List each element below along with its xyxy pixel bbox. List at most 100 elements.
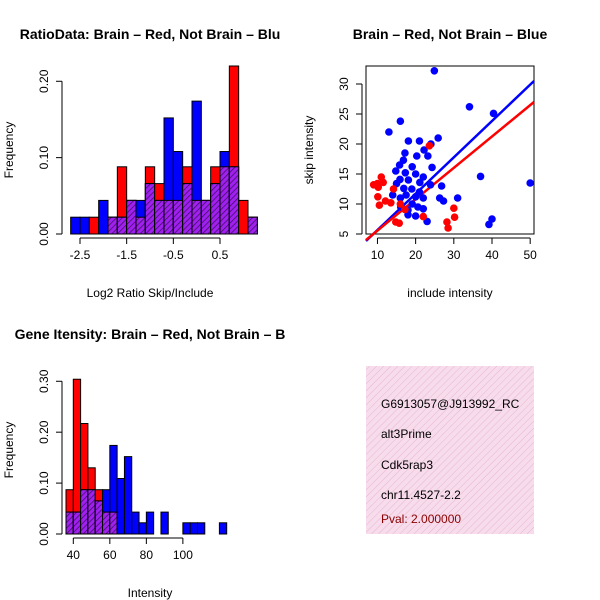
intensity-histogram-bar-not-brain: [160, 511, 169, 535]
intensity-histogram-bar-overlap-hatch: [73, 512, 81, 534]
scatter-point-blue: [415, 137, 424, 145]
ratio-histogram-y-tick-label: 0.20: [37, 69, 51, 93]
ratio-histogram-x-tick-label: -0.5: [163, 248, 184, 262]
scatter-point-blue: [419, 205, 428, 213]
ratio-histogram-bar-overlap-hatch: [136, 217, 146, 234]
scatter-x-tick-label: 50: [524, 248, 538, 262]
intensity-histogram-bar-overlap-hatch: [66, 512, 74, 534]
intensity-histogram-x-tick-label: 40: [67, 548, 81, 562]
scatter-point-red: [444, 224, 452, 232]
scatter-point-blue: [401, 149, 409, 157]
scatter-point-red: [419, 212, 428, 221]
ratio-histogram-bar-overlap-hatch: [126, 200, 136, 234]
event-type: alt3Prime: [381, 427, 432, 441]
intensity-histogram-bars: [65, 378, 228, 535]
intensity-scatter: Brain – Red, Not Brain – Blue include in…: [302, 26, 547, 300]
p-value: Pval: 2.000000: [381, 512, 461, 526]
intensity-histogram-bar-overlap-hatch: [87, 489, 96, 534]
intensity-histogram-bar-not-brain: [196, 522, 206, 535]
scatter-point-red: [374, 183, 383, 191]
intensity-histogram-y-tick-label: 0.30: [37, 369, 51, 393]
intensity-histogram-x-tick-label: 60: [103, 548, 117, 562]
ratio-histogram-bar-overlap-hatch: [173, 200, 183, 234]
scatter-point-blue: [419, 173, 428, 181]
intensity-histogram-ylabel: Frequency: [2, 422, 16, 479]
scatter-point-red: [396, 200, 405, 208]
ratio-histogram-xlabel: Log2 Ratio Skip/Include: [87, 286, 214, 300]
scatter-point-blue: [402, 191, 410, 199]
ratio-histogram-bar-brain: [88, 216, 100, 235]
scatter-point-blue: [419, 194, 428, 202]
scatter-point-red: [387, 199, 395, 207]
ratio-histogram: RatioData: Brain – Red, Not Brain – Blu …: [2, 26, 280, 300]
scatter-point-blue: [388, 191, 397, 199]
scatter-point-blue: [465, 103, 474, 111]
intensity-histogram-bar-not-brain: [182, 522, 191, 535]
scatter-point-blue: [437, 182, 446, 190]
scatter-point-blue: [408, 163, 417, 171]
event-id: G6913057@J913992_RC: [381, 397, 520, 411]
scatter-y-tick-label: 5: [337, 230, 351, 237]
intensity-histogram-bar-overlap-hatch: [109, 512, 118, 534]
scatter-x-tick-label: 30: [447, 248, 461, 262]
scatter-x-tick-label: 10: [371, 248, 385, 262]
scatter-y-tick-label: 25: [337, 107, 351, 121]
ratio-histogram-y-tick-label: 0.00: [37, 222, 51, 246]
ratio-histogram-bar-overlap-hatch: [108, 217, 118, 234]
ratio-histogram-y-tick-label: 0.10: [37, 146, 51, 170]
ratio-histogram-bar-overlap-hatch: [154, 200, 164, 234]
ratio-histogram-bar-not-brain: [70, 216, 81, 235]
scatter-point-blue: [395, 161, 404, 169]
ratio-histogram-bar-overlap-hatch: [145, 183, 155, 234]
ratio-histogram-bar-overlap-hatch: [229, 166, 239, 234]
scatter-point-blue: [400, 184, 408, 193]
intensity-histogram-bar-not-brain: [131, 511, 140, 535]
scatter-fit-line-red: [365, 101, 535, 241]
ratio-histogram-bar-not-brain: [79, 216, 90, 235]
intensity-histogram-y-tick-label: 0.00: [37, 522, 51, 546]
scatter-point-blue: [401, 169, 410, 177]
scatter-x-tick-label: 40: [485, 248, 499, 262]
intensity-scatter-title: Brain – Red, Not Brain – Blue: [353, 26, 548, 42]
genomic-location: chr11.4527-2.2: [381, 488, 461, 502]
intensity-histogram-y-tick-label: 0.10: [37, 471, 51, 495]
intensity-scatter-axes: 10 20 30 40 50 5 10 15 20 25 30: [337, 77, 537, 262]
ratio-histogram-bar-not-brain: [98, 199, 109, 235]
scatter-point-blue: [411, 212, 420, 220]
intensity-histogram-title: Gene Itensity: Brain – Red, Not Brain – …: [15, 326, 286, 342]
scatter-point-blue: [411, 170, 420, 178]
scatter-point-blue: [489, 109, 498, 118]
ratio-histogram-x-tick-label: -1.5: [116, 248, 137, 262]
ratio-histogram-x-tick-label: 0.5: [212, 248, 229, 262]
scatter-point-blue: [424, 152, 432, 160]
scatter-point-blue: [453, 194, 462, 202]
scatter-point-red: [389, 185, 398, 193]
ratio-histogram-bar-overlap-hatch: [248, 217, 258, 234]
intensity-scatter-fit-lines: [365, 80, 535, 242]
scatter-point-blue: [428, 163, 436, 172]
scatter-point-red: [375, 201, 384, 209]
intensity-histogram-x-tick-label: 80: [140, 548, 154, 562]
scatter-point-blue: [430, 67, 439, 75]
info-panel-hatch: [366, 366, 534, 534]
ratio-histogram-bar-overlap-hatch: [117, 217, 127, 234]
scatter-point-blue: [411, 193, 420, 201]
event-info-panel: G6913057@J913992_RC alt3Prime Cdk5rap3 c…: [366, 366, 534, 534]
scatter-point-blue: [404, 137, 413, 145]
scatter-point-blue: [396, 117, 405, 125]
intensity-histogram-x-tick-label: 100: [173, 548, 193, 562]
intensity-histogram-bar-not-brain: [189, 522, 198, 535]
intensity-histogram-bar-brain: [72, 378, 82, 535]
ratio-histogram-axes: -2.5 -1.5 -0.5 0.5 0.00 0.10 0.20: [37, 69, 229, 262]
scatter-point-blue: [526, 179, 534, 187]
scatter-y-tick-label: 10: [337, 197, 351, 211]
scatter-point-blue: [434, 134, 442, 142]
ratio-histogram-title: RatioData: Brain – Red, Not Brain – Blu: [20, 26, 281, 42]
intensity-histogram-y-tick-label: 0.20: [37, 420, 51, 444]
scatter-point-blue: [385, 128, 393, 136]
ratio-histogram-bar-overlap-hatch: [210, 183, 220, 234]
scatter-point-red: [450, 204, 458, 212]
scatter-point-blue: [391, 167, 400, 175]
intensity-histogram-xlabel: Intensity: [128, 586, 173, 600]
